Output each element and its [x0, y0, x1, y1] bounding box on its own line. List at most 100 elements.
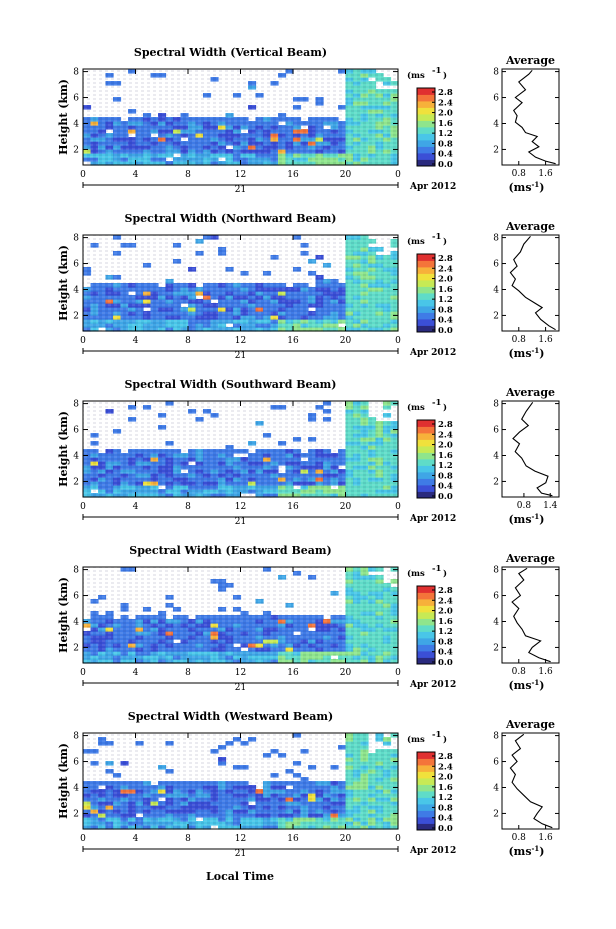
heatmap: [83, 733, 399, 830]
colorbar-segment: [417, 599, 435, 606]
colorbar-segment: [417, 791, 435, 798]
x-tick-label: 0: [395, 336, 401, 346]
colorbar-segment: [417, 459, 435, 466]
profile-line: [512, 401, 553, 497]
colorbar-segment: [417, 439, 435, 447]
colorbar-tick-label: 1.6: [438, 783, 453, 793]
x-tick-label: 20: [340, 170, 352, 180]
colorbar-segment: [417, 120, 435, 128]
y-tick-label: 2: [73, 311, 79, 321]
x-tick-label: 16: [287, 170, 299, 180]
colorbar-frame: [416, 585, 436, 665]
colorbar-tick-label: 1.6: [438, 451, 453, 461]
colorbar-tick-label: 0.4: [438, 150, 453, 160]
y-axis-label: Height (km): [57, 245, 70, 321]
profile-unit-label: (ms-1): [508, 346, 544, 360]
colorbar-segment: [417, 433, 435, 440]
colorbar-tick-label: 2.0: [438, 109, 453, 119]
y-tick-label: 6: [73, 758, 79, 768]
colorbar-segment: [417, 618, 435, 626]
heatmap: [83, 235, 399, 332]
colorbar-tick-label: 2.4: [438, 762, 453, 772]
y-tick-label: 2: [73, 477, 79, 487]
colorbar-segment: [417, 810, 435, 818]
svg-text:): ): [443, 402, 447, 413]
x-tick-label: 0: [80, 502, 86, 512]
profile-y-tick-label: 2: [493, 311, 499, 321]
colorbar-segment: [417, 804, 435, 811]
profile-y-tick-label: 6: [493, 260, 499, 270]
colorbar-segment: [417, 765, 435, 772]
profile-y-tick-label: 4: [493, 451, 499, 461]
colorbar-segment: [417, 657, 435, 665]
colorbar-tick-label: 2.8: [438, 88, 453, 98]
colorbar-tick-label: 1.2: [438, 295, 453, 305]
colorbar-segment: [417, 319, 435, 326]
colorbar-segment: [417, 293, 435, 300]
colorbar-segment: [417, 426, 435, 434]
x-tick-label: 0: [80, 336, 86, 346]
y-tick-label: 8: [73, 400, 79, 410]
colorbar-tick-label: 2.0: [438, 607, 453, 617]
colorbar-segment: [417, 625, 435, 632]
colorbar-segment: [417, 312, 435, 320]
colorbar-segment: [417, 758, 435, 766]
y-tick-label: 6: [73, 426, 79, 436]
colorbar-segment: [417, 605, 435, 613]
y-axis-label: Height (km): [57, 411, 70, 487]
x-tick-label: 12: [235, 336, 246, 346]
profile-x-tick-label: 0.8: [512, 667, 527, 677]
profile-frame: [501, 566, 560, 664]
colorbar-tick-label: 1.2: [438, 627, 453, 637]
colorbar-frame: [416, 253, 436, 333]
y-tick-label: 4: [73, 451, 79, 461]
x-tick-label: 16: [287, 336, 299, 346]
profile-y-tick-label: 2: [493, 809, 499, 819]
profile-x-tick-label: 1.6: [538, 667, 553, 677]
colorbar-unit-exp: -1: [432, 398, 442, 408]
day-label: 21: [235, 185, 246, 195]
colorbar-unit: (ms: [407, 402, 425, 413]
x-tick-label: 4: [133, 502, 139, 512]
profile-y-tick-label: 8: [493, 400, 499, 410]
colorbar-segment: [417, 586, 435, 593]
colorbar-segment: [417, 94, 435, 102]
colorbar-tick-label: 2.8: [438, 254, 453, 264]
y-tick-label: 6: [73, 260, 79, 270]
colorbar-segment: [417, 88, 435, 95]
x-tick-label: 0: [395, 668, 401, 678]
colorbar-tick-label: 2.4: [438, 98, 453, 108]
colorbar-frame: [416, 87, 436, 167]
profile-y-tick-label: 6: [493, 94, 499, 104]
colorbar-tick-label: 0.0: [438, 658, 453, 668]
colorbar-segment: [417, 267, 435, 274]
colorbar-segment: [417, 817, 435, 824]
colorbar-tick-label: 0.8: [438, 139, 453, 149]
profile-y-tick-label: 8: [493, 68, 499, 78]
panel-4: Spectral Width (Eastward Beam)2468Height…: [57, 544, 560, 693]
x-tick-label: 4: [133, 336, 139, 346]
colorbar-tick-label: 1.2: [438, 793, 453, 803]
y-tick-label: 6: [73, 94, 79, 104]
profile-y-tick-label: 2: [493, 477, 499, 487]
profile-x-tick-label: 1.6: [538, 169, 553, 179]
colorbar-segment: [417, 491, 435, 499]
x-tick-label: 16: [287, 502, 299, 512]
panel-2: Spectral Width (Northward Beam)2468Heigh…: [57, 212, 560, 361]
y-axis-label: Height (km): [57, 743, 70, 819]
profile-x-tick-label: 1.4: [543, 501, 558, 511]
x-tick-label: 8: [185, 170, 191, 180]
profile-line: [511, 567, 551, 663]
colorbar-unit-exp: -1: [432, 66, 442, 76]
profile-y-tick-label: 8: [493, 732, 499, 742]
profile-x-tick-label: 1.6: [538, 833, 553, 843]
panel-title: Spectral Width (Southward Beam): [124, 378, 336, 391]
colorbar-segment: [417, 299, 435, 307]
x-tick-label: 4: [133, 834, 139, 844]
colorbar-segment: [417, 254, 435, 261]
profile-frame: [501, 234, 560, 332]
y-tick-label: 4: [73, 617, 79, 627]
day-label: 21: [235, 351, 246, 361]
month-label: Apr 2012: [409, 182, 456, 192]
colorbar-segment: [417, 273, 435, 281]
